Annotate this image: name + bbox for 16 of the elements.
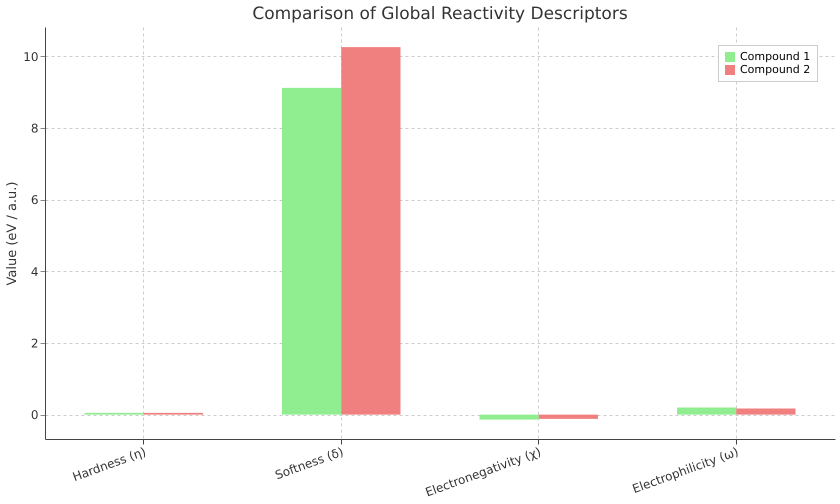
bar [480,414,539,420]
y-tick-label: 8 [30,122,38,136]
y-tick-label: 6 [30,193,38,208]
bar [282,88,342,415]
y-tick-label: 2 [30,336,38,350]
y-tick-label: 10 [23,50,38,64]
bar [736,408,796,415]
bar [341,47,400,415]
y-axis-title: Value (eV / a.u.) [5,182,20,286]
legend-label: Compound 1 [740,50,810,63]
y-tick-label: 4 [30,264,38,279]
bar [677,407,736,415]
bar [538,414,598,419]
chart-title: Comparison of Global Reactivity Descriptors [252,4,628,24]
y-tick-label: 0 [30,408,38,422]
legend-label: Compound 2 [740,63,810,76]
